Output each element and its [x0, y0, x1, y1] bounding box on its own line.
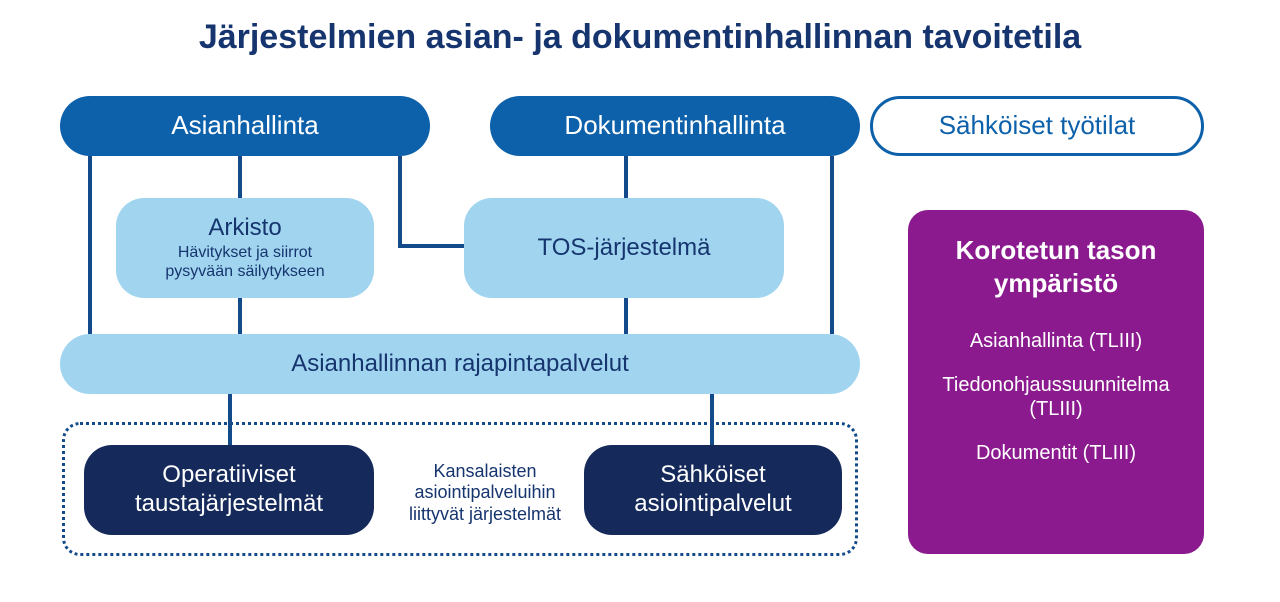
box-dokumentinhallinta: Dokumentinhallinta — [490, 96, 860, 156]
arkisto-sublabel: Hävitykset ja siirrot pysyvään säilytyks… — [145, 243, 345, 281]
connector-line — [398, 156, 402, 244]
connector-line — [238, 156, 242, 198]
side-item-0: Asianhallinta (TLIII) — [970, 329, 1142, 353]
operatiiviset-label: Operatiiviset taustajärjestelmät — [99, 461, 359, 519]
box-rajapinta: Asianhallinnan rajapintapalvelut — [60, 334, 860, 394]
sahkoiset-asiointi-label: Sähköiset asiointipalvelut — [598, 461, 828, 519]
sahkoiset-tyotilat-label: Sähköiset työtilat — [939, 110, 1136, 141]
side-panel-korotettu: Korotetun tason ympäristö Asianhallinta … — [908, 210, 1204, 554]
box-asianhallinta: Asianhallinta — [60, 96, 430, 156]
connector-line — [88, 156, 92, 334]
connector-line — [398, 244, 464, 248]
box-kansalaisten-label: Kansalaisten asiointipalveluihin liittyv… — [380, 448, 590, 538]
box-arkisto: Arkisto Hävitykset ja siirrot pysyvään s… — [116, 198, 374, 298]
connector-line — [624, 156, 628, 198]
side-item-1: Tiedonohjaus­suunnitelma (TLIII) — [936, 373, 1176, 421]
page-title: Järjestelmien asian- ja dokumentinhallin… — [0, 18, 1280, 57]
box-tos: TOS-järjestelmä — [464, 198, 784, 298]
title-text: Järjestelmien asian- ja dokumentinhallin… — [199, 18, 1081, 56]
tos-label: TOS-järjestelmä — [538, 234, 711, 263]
connector-line — [238, 298, 242, 334]
box-operatiiviset: Operatiiviset taustajärjestelmät — [84, 445, 374, 535]
rajapinta-label: Asianhallinnan rajapintapalvelut — [291, 350, 629, 379]
side-item-2: Dokumentit (TLIII) — [976, 441, 1136, 465]
connector-line — [830, 156, 834, 334]
side-title: Korotetun tason ympäristö — [922, 234, 1190, 299]
connector-line — [624, 298, 628, 334]
kansalaisten-label: Kansalaisten asiointipalveluihin liittyv… — [385, 461, 585, 526]
box-sahkoiset-tyotilat: Sähköiset työtilat — [870, 96, 1204, 156]
dokumentinhallinta-label: Dokumentinhallinta — [564, 110, 785, 141]
box-sahkoiset-asiointi: Sähköiset asiointipalvelut — [584, 445, 842, 535]
asianhallinta-label: Asianhallinta — [171, 110, 318, 141]
arkisto-label: Arkisto — [208, 214, 281, 243]
